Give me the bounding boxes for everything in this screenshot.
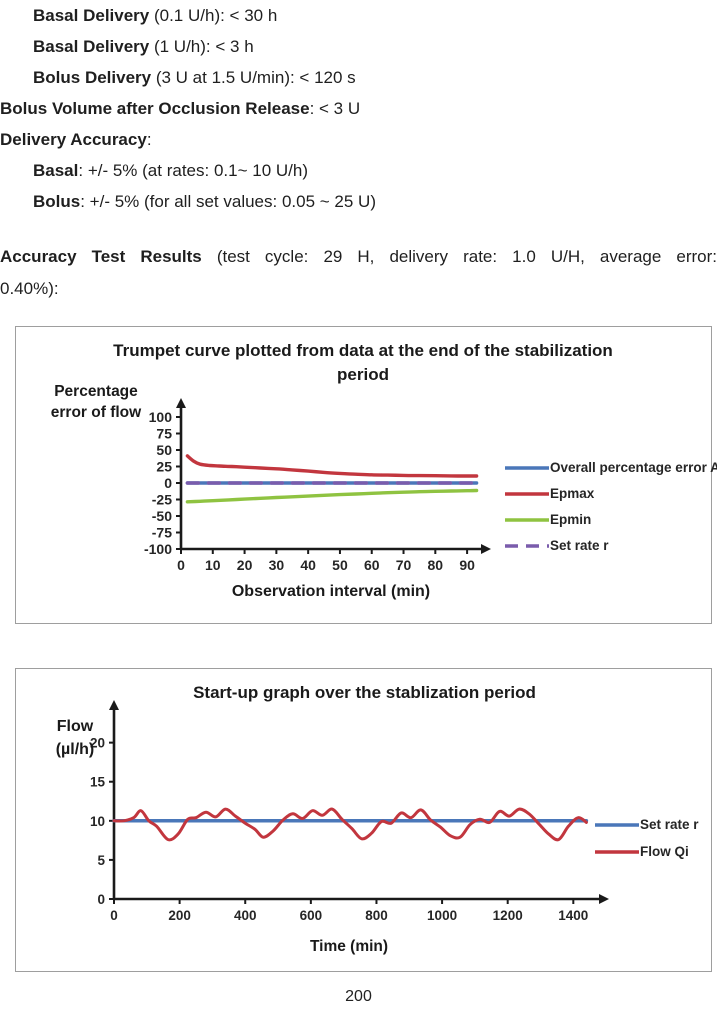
x-tick-label: 10: [205, 557, 221, 573]
series-epmin: [185, 488, 479, 504]
accuracy-line-2: 0.40%):: [0, 279, 59, 298]
spec-term: Bolus Delivery: [33, 68, 152, 87]
spec-term: Basal: [33, 161, 79, 180]
spec-value: : < 3 U: [309, 99, 361, 118]
legend-line-sample-icon: [505, 465, 549, 470]
spec-line: Bolus Delivery (3 U at 1.5 U/min): < 120…: [0, 62, 717, 93]
spec-value: (1 U/h): < 3 h: [149, 37, 254, 56]
y-tick-label: -25: [152, 492, 172, 508]
x-tick-label: 80: [428, 557, 444, 573]
legend-label: Epmin: [550, 512, 592, 527]
accuracy-test-results-paragraph: Accuracy Test Results (test cycle: 29 H,…: [0, 241, 717, 305]
y-axis-arrow-icon: [109, 700, 119, 710]
spec-term: Bolus: [33, 192, 81, 211]
y-tick-label: 0: [97, 892, 105, 907]
spec-term: Basal Delivery: [33, 6, 150, 25]
legend-line-sample-icon: [595, 849, 639, 854]
x-tick-label: 0: [177, 557, 185, 573]
y-axis-label: Flow (µl/h): [55, 718, 95, 758]
legend-item: Flow Qi: [594, 844, 699, 859]
accuracy-heading: Accuracy Test Results: [0, 247, 202, 266]
legend-line-sample-icon: [505, 491, 549, 496]
accuracy-detail: (test cycle: 29 H, delivery rate: 1.0 U/…: [201, 247, 717, 266]
legend-item: Overall percentage error A: [504, 460, 717, 475]
spec-value: :: [146, 130, 152, 149]
x-tick-label: 30: [269, 557, 285, 573]
series-flow-qi: [112, 807, 588, 842]
y-tick-label: 5: [97, 853, 105, 868]
x-tick-label: 600: [300, 908, 323, 923]
y-tick-label: 10: [90, 814, 105, 829]
legend: Overall percentage error A Epmax Epmin Set …: [504, 460, 717, 564]
spec-line: Basal Delivery (0.1 U/h): < 30 h: [0, 0, 717, 31]
accuracy-line-1: Accuracy Test Results (test cycle: 29 H,…: [0, 241, 717, 273]
startup-graph-chart: 0 5 10 15 20 0 200 400 600 800 1000 1200 1400 Start-…: [15, 668, 712, 972]
x-tick-label: 1000: [427, 908, 457, 923]
spec-value: (3 U at 1.5 U/min): < 120 s: [151, 68, 356, 87]
spec-line: Bolus Volume after Occlusion Release: < …: [0, 93, 717, 124]
legend-label: Set rate r: [550, 538, 609, 553]
x-tick-label: 1200: [493, 908, 523, 923]
legend-line-sample-icon: [505, 543, 549, 548]
y-tick-label: 25: [156, 459, 172, 475]
y-tick-label: 50: [156, 442, 172, 458]
x-tick-label: 800: [365, 908, 388, 923]
legend-line-sample-icon: [505, 517, 549, 522]
x-axis-label: Observation interval (min): [231, 583, 431, 600]
legend-line-sample-icon: [595, 822, 639, 827]
spec-term: Bolus Volume after Occlusion Release: [0, 99, 310, 118]
trumpet-curve-chart: 100 75 50 25 0 -25 -50 -75 -100 0 10 20 30 40 50 60 70 80…: [15, 326, 717, 624]
x-tick-label: 400: [234, 908, 257, 923]
x-tick-label: 40: [300, 557, 316, 573]
spec-value: (0.1 U/h): < 30 h: [149, 6, 278, 25]
spec-value: : +/- 5% (at rates: 0.1~ 10 U/h): [78, 161, 308, 180]
x-tick-label: 200: [168, 908, 191, 923]
x-tick-label: 90: [459, 557, 475, 573]
chart-title: Trumpet curve plotted from data at the e…: [113, 341, 613, 384]
spec-term: Delivery Accuracy: [0, 130, 147, 149]
y-tick-label: 0: [164, 475, 172, 491]
legend-item: Epmin: [504, 512, 717, 527]
spec-line: Basal: +/- 5% (at rates: 0.1~ 10 U/h): [0, 155, 717, 186]
y-tick-label: 15: [90, 775, 106, 790]
x-axis-arrow-icon: [599, 894, 609, 904]
legend-item: Set rate r: [504, 538, 717, 553]
x-axis-arrow-icon: [481, 544, 491, 554]
y-tick-label: -50: [152, 508, 172, 524]
x-axis-label: Time (min): [309, 938, 389, 955]
spec-line: Basal Delivery (1 U/h): < 3 h: [0, 31, 717, 62]
y-tick-label: 75: [156, 426, 172, 442]
x-tick-label: 1400: [558, 908, 588, 923]
y-tick-label: 20: [90, 736, 105, 751]
series-epmax: [185, 454, 479, 478]
spec-line: Delivery Accuracy:: [0, 124, 717, 155]
y-axis-label: Percentage error of flow: [50, 383, 142, 421]
y-axis-arrow-icon: [176, 398, 186, 408]
legend-label: Overall percentage error A: [550, 460, 717, 475]
legend-item: Set rate r: [594, 817, 699, 832]
x-tick-label: 0: [110, 908, 118, 923]
y-tick-label: -75: [152, 525, 172, 541]
legend-label: Epmax: [550, 486, 595, 501]
x-tick-label: 70: [396, 557, 412, 573]
spec-text-block: Basal Delivery (0.1 U/h): < 30 h Basal D…: [0, 0, 717, 217]
legend-label: Set rate r: [640, 817, 699, 832]
y-tick-label: 100: [149, 409, 173, 425]
spec-term: Basal Delivery: [33, 37, 150, 56]
x-tick-label: 20: [237, 557, 253, 573]
x-tick-label: 50: [332, 557, 348, 573]
x-tick-label: 60: [364, 557, 380, 573]
spec-value: : +/- 5% (for all set values: 0.05 ~ 25 …: [80, 192, 376, 211]
page-number: 200: [345, 988, 372, 1005]
y-tick-label: -100: [144, 541, 172, 557]
spec-line: Bolus: +/- 5% (for all set values: 0.05 …: [0, 186, 717, 217]
legend: Set rate r Flow Qi: [594, 817, 699, 871]
chart-title: Start-up graph over the stablization per…: [193, 683, 536, 702]
legend-label: Flow Qi: [640, 844, 689, 859]
legend-item: Epmax: [504, 486, 717, 501]
